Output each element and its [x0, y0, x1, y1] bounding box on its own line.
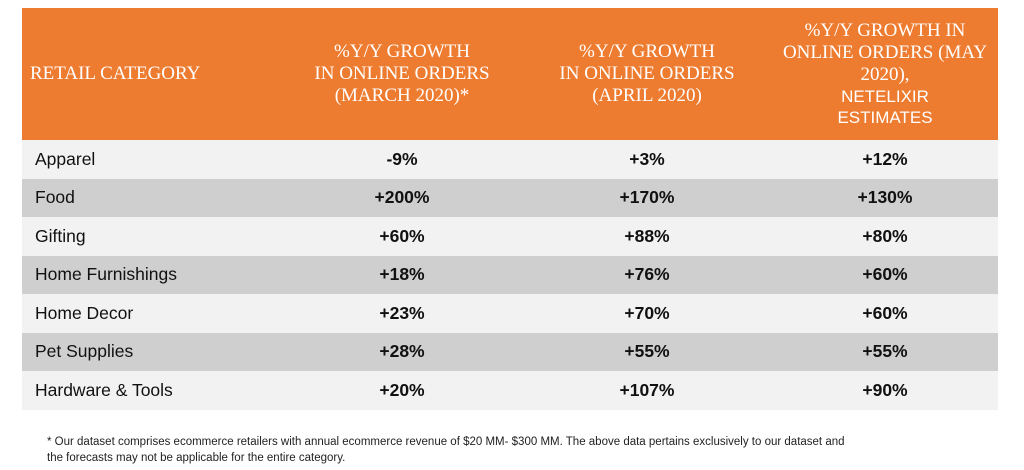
category-cell: Food	[22, 178, 282, 217]
table-row: Home Furnishings +18% +76% +60%	[22, 255, 998, 294]
april-value-cell: +107%	[522, 371, 772, 410]
category-cell: Gifting	[22, 217, 282, 256]
header-may-2020-estimates: %Y/Y GROWTH IN ONLINE ORDERS (MAY 2020),…	[772, 8, 998, 140]
may-value-cell: +55%	[772, 332, 998, 371]
may-value-cell: +60%	[772, 255, 998, 294]
header-april-2020: %Y/Y GROWTH IN ONLINE ORDERS (APRIL 2020…	[522, 8, 772, 140]
category-cell: Hardware & Tools	[22, 371, 282, 410]
table-row: Hardware & Tools +20% +107% +90%	[22, 371, 998, 410]
may-value-cell: +60%	[772, 294, 998, 333]
may-value-cell: +12%	[772, 140, 998, 179]
march-value-cell: +23%	[282, 294, 522, 333]
table-row: Apparel -9% +3% +12%	[22, 140, 998, 179]
may-value-cell: +80%	[772, 217, 998, 256]
growth-table-container: RETAIL CATEGORY %Y/Y GROWTH IN ONLINE OR…	[22, 8, 998, 410]
april-value-cell: +55%	[522, 332, 772, 371]
april-value-cell: +3%	[522, 140, 772, 179]
march-value-cell: +60%	[282, 217, 522, 256]
may-value-cell: +130%	[772, 178, 998, 217]
footnote-line-1: * Our dataset comprises ecommerce retail…	[47, 436, 845, 448]
category-cell: Pet Supplies	[22, 332, 282, 371]
march-value-cell: +20%	[282, 371, 522, 410]
category-cell: Apparel	[22, 140, 282, 179]
footnote-line-2: the forecasts may not be applicable for …	[47, 452, 346, 464]
footnote: * Our dataset comprises ecommerce retail…	[47, 434, 997, 466]
april-value-cell: +170%	[522, 178, 772, 217]
table-header-row: RETAIL CATEGORY %Y/Y GROWTH IN ONLINE OR…	[22, 8, 998, 140]
table-row: Home Decor +23% +70% +60%	[22, 294, 998, 333]
march-value-cell: +200%	[282, 178, 522, 217]
march-value-cell: +28%	[282, 332, 522, 371]
april-value-cell: +88%	[522, 217, 772, 256]
growth-table: RETAIL CATEGORY %Y/Y GROWTH IN ONLINE OR…	[22, 8, 998, 410]
header-march-2020: %Y/Y GROWTH IN ONLINE ORDERS (MARCH 2020…	[282, 8, 522, 140]
march-value-cell: -9%	[282, 140, 522, 179]
category-cell: Home Decor	[22, 294, 282, 333]
table-row: Pet Supplies +28% +55% +55%	[22, 332, 998, 371]
march-value-cell: +18%	[282, 255, 522, 294]
header-retail-category: RETAIL CATEGORY	[22, 8, 282, 140]
april-value-cell: +76%	[522, 255, 772, 294]
table-row: Gifting +60% +88% +80%	[22, 217, 998, 256]
may-value-cell: +90%	[772, 371, 998, 410]
april-value-cell: +70%	[522, 294, 772, 333]
table-row: Food +200% +170% +130%	[22, 178, 998, 217]
category-cell: Home Furnishings	[22, 255, 282, 294]
